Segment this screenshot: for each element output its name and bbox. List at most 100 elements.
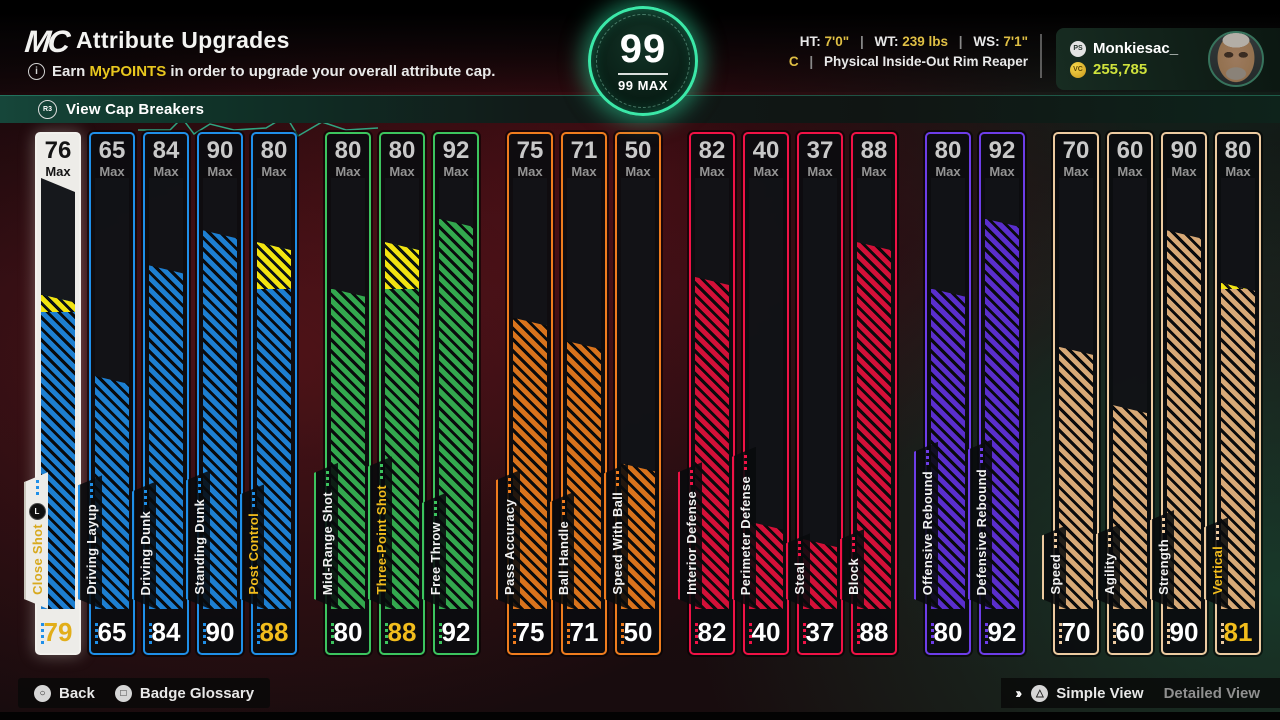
tab-dots (1108, 532, 1111, 547)
value-dots (41, 623, 44, 644)
attribute-cap: 92 Max (435, 139, 477, 180)
attribute-cap: 40 Max (745, 139, 787, 180)
attribute-current-value: 82 (697, 617, 727, 647)
attribute-bar[interactable]: 50 Max L Speed With Ball 50 (615, 132, 661, 655)
attribute-bar[interactable]: 60 Max L Agility 60 (1107, 132, 1153, 655)
attribute-bar-capbreaker-fill (41, 294, 75, 312)
back-button[interactable]: ○ Back (34, 684, 95, 702)
value-dots (203, 623, 206, 644)
tab-dots (380, 464, 383, 479)
tab-dots (980, 448, 983, 463)
attribute-cap: 65 Max (91, 139, 133, 180)
attribute-bar[interactable]: 80 Max L Post Control 88 (251, 132, 297, 655)
attribute-current-value: 88 (259, 617, 289, 647)
attribute-bar[interactable]: 70 Max L Speed 70 (1053, 132, 1099, 655)
attribute-bar[interactable]: 80 Max L Vertical 81 (1215, 132, 1261, 655)
overall-rating-badge: 99 99 MAX (588, 6, 698, 116)
attribute-bar[interactable]: 75 Max L Pass Accuracy 75 (507, 132, 553, 655)
player-archetype: Physical Inside-Out Rim Reaper (823, 54, 1028, 69)
attribute-cap-max-label: Max (1171, 164, 1197, 179)
attribute-name-tab: L Three-Point Shot (368, 456, 392, 609)
attribute-name: Standing Dunk (191, 499, 207, 595)
badge-glossary-button[interactable]: □ Badge Glossary (114, 684, 254, 702)
attribute-name: Driving Layup (83, 504, 99, 595)
attribute-cap-value: 80 (1224, 137, 1252, 164)
attribute-name: Agility (1101, 553, 1117, 595)
page-title: Attribute Upgrades (76, 27, 290, 53)
value-dots (1113, 623, 1116, 644)
value-dots (385, 623, 388, 644)
attribute-current-value: 88 (859, 617, 889, 647)
value-dots (621, 623, 624, 644)
attribute-cap-max-label: Max (861, 164, 887, 179)
attribute-name-tab: L Close Shot (24, 472, 48, 609)
attribute-bar[interactable]: 37 Max L Steal 37 (797, 132, 843, 655)
attribute-cap-value: 80 (334, 137, 362, 164)
attribute-cap: 71 Max (563, 139, 605, 180)
letterbox (0, 712, 1280, 720)
attribute-bar-track (203, 178, 237, 609)
attribute-bar-track (985, 178, 1019, 609)
attribute-bar[interactable]: 76 Max L Close Shot 79 (35, 132, 81, 655)
attribute-name-tab: L Perimeter Defense (732, 447, 756, 609)
attribute-cap-max-label: Max (45, 164, 71, 179)
attribute-bar[interactable]: 80 Max L Mid-Range Shot 80 (325, 132, 371, 655)
attribute-cap-max-label: Max (1063, 164, 1089, 179)
attribute-bar[interactable]: 90 Max L Strength 90 (1161, 132, 1207, 655)
attribute-bar[interactable]: 88 Max L Block 88 (851, 132, 897, 655)
attribute-cap-max-label: Max (335, 164, 361, 179)
attribute-name: Speed (1047, 554, 1063, 595)
attribute-current-value: 80 (333, 617, 363, 647)
attribute-cap-value: 90 (1170, 137, 1198, 164)
attribute-bar[interactable]: 80 Max L Three-Point Shot 88 (379, 132, 425, 655)
attribute-cap-max-label: Max (935, 164, 961, 179)
attribute-bar[interactable]: 80 Max L Offensive Rebound 80 (925, 132, 971, 655)
attribute-bar[interactable]: 84 Max L Driving Dunk 84 (143, 132, 189, 655)
attribute-name: Defensive Rebound (973, 468, 989, 595)
attribute-current-value: 90 (205, 617, 235, 647)
attribute-bar[interactable]: 40 Max L Perimeter Defense 40 (743, 132, 789, 655)
attribute-cap-value: 90 (206, 137, 234, 164)
player-stats: HT: 7'0" | WT: 239 lbs | WS: 7'1" C | Ph… (789, 32, 1028, 72)
attribute-name: Block (845, 558, 861, 595)
attribute-cap-max-label: Max (99, 164, 125, 179)
attribute-bar-track (749, 178, 783, 609)
attribute-name: Speed With Ball (609, 492, 625, 595)
attribute-current-value: 40 (751, 617, 781, 647)
attribute-bar[interactable]: 92 Max L Free Throw 92 (433, 132, 479, 655)
attribute-current-value: 50 (623, 617, 653, 647)
attribute-bar[interactable]: 65 Max L Driving Layup 65 (89, 132, 135, 655)
attribute-bar[interactable]: 92 Max L Defensive Rebound 92 (979, 132, 1025, 655)
vc-amount: 255,785 (1093, 61, 1148, 78)
subtitle-text: Earn MyPOINTS in order to upgrade your o… (52, 63, 496, 80)
attribute-cap-max-label: Max (753, 164, 779, 179)
attribute-bar[interactable]: 71 Max L Ball Handle 71 (561, 132, 607, 655)
value-dots (513, 623, 516, 644)
attribute-bar-capbreaker-fill (385, 242, 419, 289)
player-stats-line2: C | Physical Inside-Out Rim Reaper (788, 54, 1028, 69)
view-toggle-button[interactable]: △ Simple View Detailed View (1031, 684, 1260, 702)
tab-dots (326, 471, 329, 486)
value-dots (1059, 623, 1062, 644)
attribute-cap-value: 60 (1116, 137, 1144, 164)
attribute-cap-max-label: Max (207, 164, 233, 179)
value-dots (567, 623, 570, 644)
attribute-name: Post Control (245, 513, 261, 595)
attribute-name-tab: L Driving Layup (78, 475, 102, 609)
attribute-name: Ball Handle (555, 520, 571, 595)
attribute-cap: 92 Max (981, 139, 1023, 180)
overall-rating-max: 99 MAX (618, 73, 668, 93)
player-name: Monkiesac_ (1093, 40, 1179, 57)
attribute-cap-value: 84 (152, 137, 180, 164)
attribute-cap-value: 82 (698, 137, 726, 164)
attribute-name: Vertical (1209, 546, 1225, 595)
attribute-name-tab: L Mid-Range Shot (314, 463, 338, 609)
attribute-bar[interactable]: 90 Max L Standing Dunk 90 (197, 132, 243, 655)
attribute-cap-max-label: Max (807, 164, 833, 179)
value-dots (695, 623, 698, 644)
attribute-cap: 88 Max (853, 139, 895, 180)
attribute-current-value: 71 (569, 617, 599, 647)
attribute-bar[interactable]: 82 Max L Interior Defense 82 (689, 132, 735, 655)
